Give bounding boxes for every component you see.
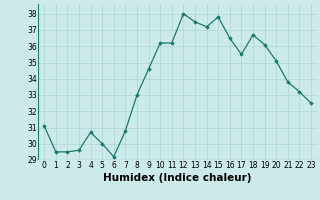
X-axis label: Humidex (Indice chaleur): Humidex (Indice chaleur) [103,173,252,183]
